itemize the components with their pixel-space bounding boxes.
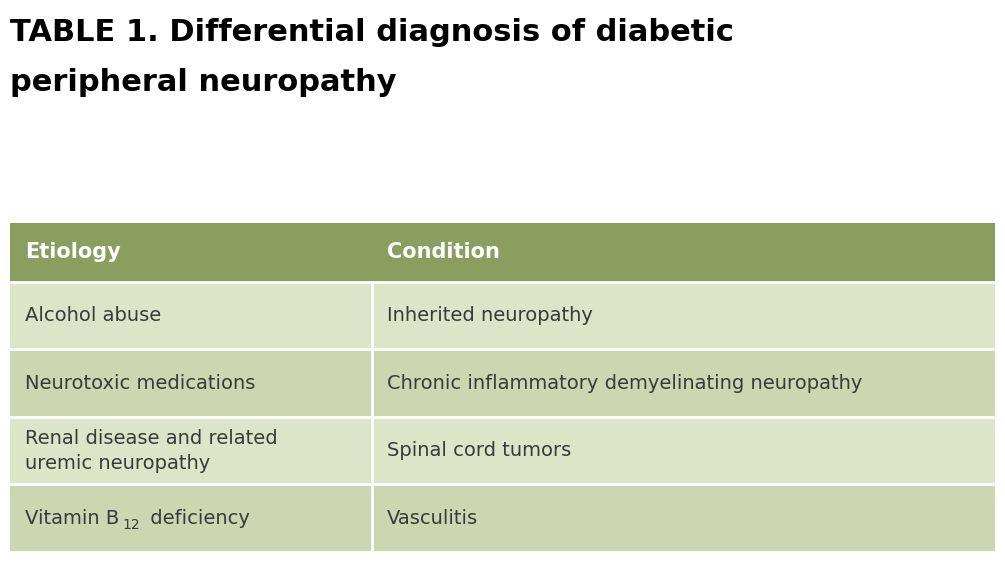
FancyBboxPatch shape	[10, 349, 995, 417]
FancyBboxPatch shape	[10, 484, 995, 552]
Text: Vasculitis: Vasculitis	[387, 508, 478, 528]
Text: deficiency: deficiency	[144, 508, 249, 528]
Text: Spinal cord tumors: Spinal cord tumors	[387, 441, 571, 460]
FancyBboxPatch shape	[10, 417, 995, 484]
Text: Renal disease and related
uremic neuropathy: Renal disease and related uremic neuropa…	[25, 429, 277, 473]
Text: Condition: Condition	[387, 242, 499, 262]
Text: TABLE 1. Differential diagnosis of diabetic: TABLE 1. Differential diagnosis of diabe…	[10, 18, 734, 46]
Text: Etiology: Etiology	[25, 242, 121, 262]
Text: 12: 12	[123, 518, 141, 532]
FancyBboxPatch shape	[10, 223, 995, 282]
FancyBboxPatch shape	[10, 282, 995, 349]
Text: Vitamin B: Vitamin B	[25, 508, 120, 528]
Text: Inherited neuropathy: Inherited neuropathy	[387, 306, 593, 325]
Text: Neurotoxic medications: Neurotoxic medications	[25, 373, 255, 393]
Text: peripheral neuropathy: peripheral neuropathy	[10, 68, 397, 96]
Text: Alcohol abuse: Alcohol abuse	[25, 306, 162, 325]
Text: Chronic inflammatory demyelinating neuropathy: Chronic inflammatory demyelinating neuro…	[387, 373, 862, 393]
